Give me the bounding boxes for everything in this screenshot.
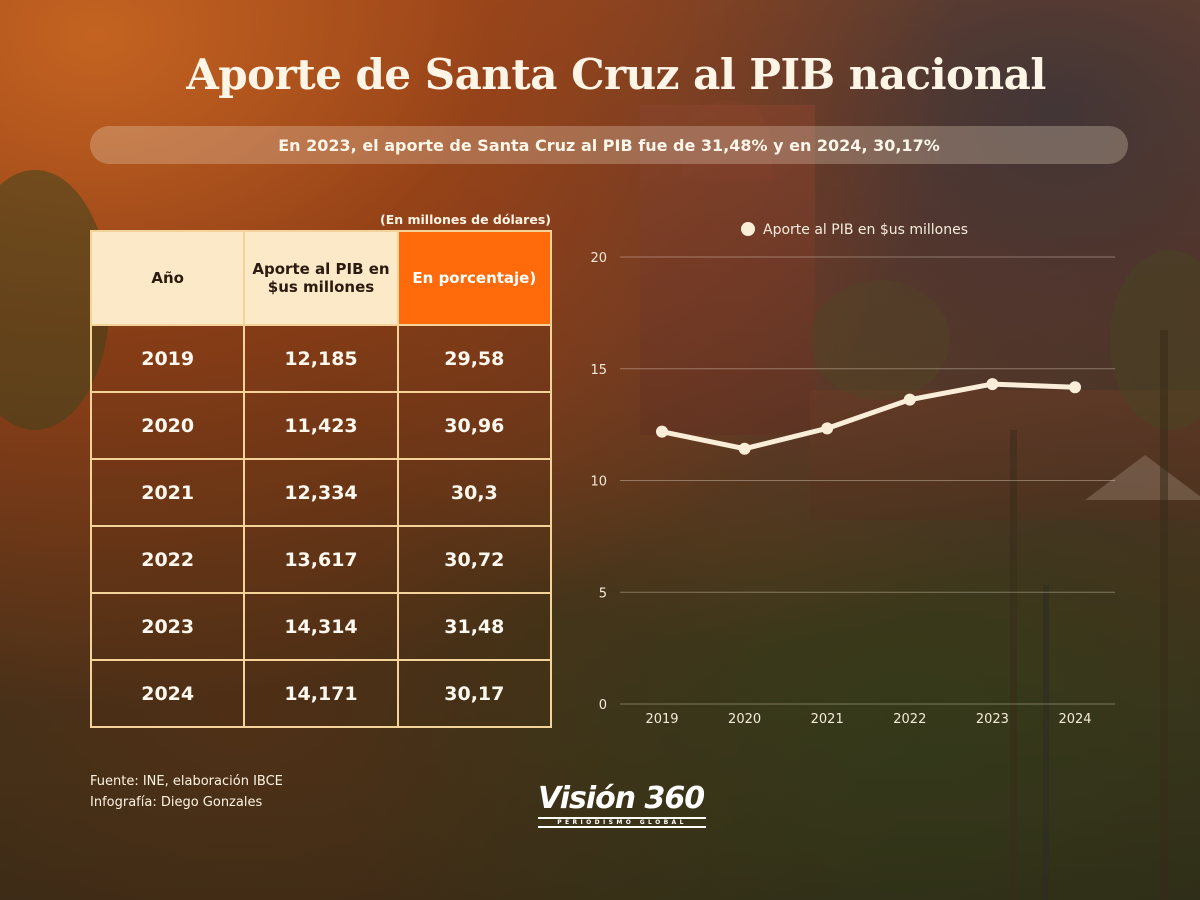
logo-tagline: PERIODISMO GLOBAL bbox=[538, 817, 706, 828]
cell-year: 2021 bbox=[89, 458, 246, 527]
table-row: 2024 14,171 30,17 bbox=[89, 659, 553, 728]
data-point bbox=[903, 393, 916, 406]
cell-year: 2022 bbox=[89, 525, 246, 594]
subtitle-text: En 2023, el aporte de Santa Cruz al PIB … bbox=[278, 135, 940, 155]
palm-tree-middle bbox=[810, 280, 950, 400]
cell-contribution: 14,314 bbox=[243, 592, 399, 661]
page-title: Aporte de Santa Cruz al PIB nacional bbox=[186, 50, 1046, 99]
cell-contribution: 14,171 bbox=[243, 659, 399, 728]
building-pediment bbox=[1085, 455, 1200, 500]
cell-percentage: 29,58 bbox=[396, 324, 553, 393]
header-contribution: Aporte al PIB en $us millones bbox=[243, 230, 399, 326]
series-line bbox=[659, 381, 1078, 452]
street-lamp bbox=[1043, 585, 1049, 900]
data-point bbox=[1069, 381, 1081, 394]
data-point bbox=[656, 425, 668, 438]
cell-year: 2019 bbox=[89, 324, 246, 393]
y-tick-label: 5 bbox=[599, 586, 607, 601]
legend-label: Aporte al PIB en $us millones bbox=[763, 222, 968, 238]
palm-trunk bbox=[1010, 430, 1017, 900]
table-row: 2022 13,617 30,72 bbox=[89, 525, 553, 594]
cell-percentage: 30,3 bbox=[396, 458, 553, 527]
header-percentage: En porcentaje) bbox=[396, 230, 553, 326]
cell-year: 2020 bbox=[89, 391, 246, 460]
x-tick-label: 2023 bbox=[976, 712, 1009, 727]
source-text: Fuente: INE, elaboración IBCE bbox=[90, 774, 283, 789]
x-tick-label: 2019 bbox=[645, 712, 678, 727]
brand-logo: Visión 360 PERIODISMO GLOBAL bbox=[538, 782, 714, 828]
cell-year: 2024 bbox=[89, 659, 246, 728]
cell-contribution: 12,185 bbox=[243, 324, 399, 393]
line-chart: 0 5 10 15 20 2019 2020 2021 2022 2023 2024 Aporte a… bbox=[590, 222, 1115, 727]
x-tick-label: 2024 bbox=[1058, 712, 1091, 727]
cell-contribution: 13,617 bbox=[243, 525, 399, 594]
cell-contribution: 11,423 bbox=[243, 391, 399, 460]
data-point bbox=[821, 422, 834, 435]
cell-percentage: 30,72 bbox=[396, 525, 553, 594]
header-year: Año bbox=[89, 230, 246, 326]
bell-tower bbox=[640, 105, 815, 435]
y-tick-label: 20 bbox=[590, 251, 607, 266]
y-tick-label: 15 bbox=[590, 363, 607, 378]
logo-wordmark: Visión 360 bbox=[538, 781, 705, 816]
legend-marker bbox=[741, 222, 755, 236]
cell-contribution: 12,334 bbox=[243, 458, 399, 527]
palm-tree-right bbox=[1110, 250, 1200, 430]
table-row: 2021 12,334 30,3 bbox=[89, 458, 553, 527]
data-point bbox=[986, 378, 999, 391]
source-credits: Fuente: INE, elaboración IBCE Infografía… bbox=[90, 771, 283, 813]
cell-year: 2023 bbox=[89, 592, 246, 661]
cell-percentage: 30,96 bbox=[396, 391, 553, 460]
cell-percentage: 31,48 bbox=[396, 592, 553, 661]
x-tick-label: 2020 bbox=[728, 712, 761, 727]
y-tick-label: 0 bbox=[599, 698, 607, 713]
unit-note: (En millones de dólares) bbox=[380, 212, 551, 227]
credit-text: Infografía: Diego Gonzales bbox=[90, 795, 263, 810]
table-row: 2023 14,314 31,48 bbox=[89, 592, 553, 661]
y-tick-label: 10 bbox=[590, 475, 607, 490]
palm-trunk bbox=[1160, 330, 1168, 900]
x-tick-label: 2021 bbox=[811, 712, 844, 727]
x-tick-label: 2022 bbox=[893, 712, 926, 727]
table-header-row: Año Aporte al PIB en $us millones En por… bbox=[89, 230, 553, 326]
subtitle-banner: En 2023, el aporte de Santa Cruz al PIB … bbox=[90, 126, 1128, 164]
table-row: 2019 12,185 29,58 bbox=[89, 324, 553, 393]
data-point bbox=[738, 442, 751, 455]
table-row: 2020 11,423 30,96 bbox=[89, 391, 553, 460]
cell-percentage: 30,17 bbox=[396, 659, 553, 728]
data-table: Año Aporte al PIB en $us millones En por… bbox=[89, 230, 553, 728]
